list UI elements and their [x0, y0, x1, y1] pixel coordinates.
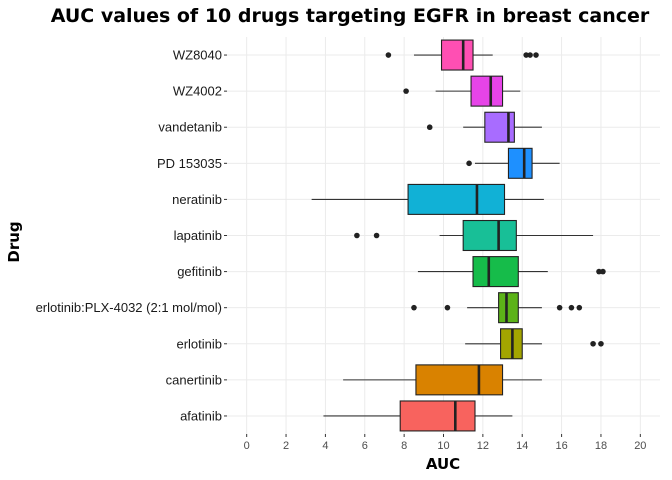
- x-tick-label: 14: [516, 440, 528, 452]
- box-neratinib: [311, 183, 544, 215]
- x-tick-label: 20: [634, 440, 646, 452]
- y-tick-label: neratinib: [172, 192, 222, 207]
- outlier-point: [426, 124, 433, 131]
- x-tick-label: 0: [244, 440, 250, 452]
- x-axis-title: AUC: [426, 455, 460, 473]
- y-tick-label: erlotinib:PLX-4032 (2:1 mol/mol): [36, 300, 222, 315]
- box-iqr: [415, 364, 504, 396]
- x-tick-label: 16: [555, 440, 567, 452]
- outlier-point: [411, 304, 417, 311]
- x-tick-label: 18: [595, 440, 607, 452]
- x-tick-label: 4: [322, 440, 328, 452]
- y-tick-label: WZ8040: [173, 48, 222, 63]
- x-tick-label: 8: [401, 440, 407, 452]
- outlier-point: [590, 340, 596, 347]
- outlier-point: [596, 268, 602, 275]
- outlier-point: [385, 52, 392, 58]
- outlier-point: [354, 232, 360, 239]
- box-afatinib: [323, 400, 513, 432]
- box-iqr: [470, 75, 504, 107]
- y-axis-title: Drug: [5, 221, 23, 262]
- box-iqr: [407, 183, 506, 215]
- outlier-point: [556, 304, 563, 311]
- y-tick-label: vandetanib: [158, 120, 222, 135]
- outlier-point: [568, 304, 575, 311]
- x-axis-ticks: 0 2 4 6 8 10 12 14 16 18 20: [244, 434, 646, 452]
- outlier-point: [523, 52, 529, 58]
- box-iqr: [399, 400, 476, 432]
- box-lapatinib: [354, 219, 594, 252]
- box-vandetanib: [426, 111, 542, 143]
- y-tick-label: afatinib: [180, 408, 222, 423]
- box-iqr: [472, 256, 519, 288]
- outlier-point: [598, 340, 604, 347]
- box-layer: [311, 39, 606, 432]
- box-iqr: [440, 39, 474, 71]
- box-iqr: [462, 219, 517, 252]
- box-pd-153035: [466, 147, 560, 179]
- outlier-point: [444, 304, 451, 311]
- y-tick-label: erlotinib: [176, 336, 222, 351]
- box-iqr: [484, 111, 515, 143]
- box-iqr: [498, 292, 519, 324]
- box-erlotinib: [465, 328, 604, 360]
- x-tick-label: 2: [283, 440, 289, 452]
- outlier-point: [403, 88, 409, 94]
- y-tick-label: lapatinib: [174, 228, 222, 243]
- outlier-point: [576, 304, 583, 311]
- y-tick-label: WZ4002: [173, 84, 222, 99]
- outlier-point: [533, 52, 539, 58]
- box-wz4002: [403, 75, 521, 107]
- y-axis-labels: WZ8040 WZ4002 vandetanib PD 153035 neratinib…: [36, 48, 227, 423]
- y-tick-label: PD 153035: [157, 156, 222, 171]
- box-wz8040: [385, 39, 539, 71]
- outlier-point: [600, 268, 606, 275]
- box-erlotinib-plx-4032-2-1-mol-mol-: [411, 292, 583, 324]
- outlier-point: [373, 232, 380, 239]
- box-iqr: [507, 147, 533, 179]
- outlier-point: [527, 52, 533, 58]
- outlier-point: [466, 160, 472, 167]
- box-canertinib: [343, 364, 542, 396]
- box-gefitinib: [417, 256, 606, 288]
- x-tick-label: 6: [362, 440, 368, 452]
- y-tick-label: gefitinib: [177, 264, 222, 279]
- y-tick-label: canertinib: [166, 372, 222, 387]
- x-tick-label: 10: [437, 440, 449, 452]
- chart-title: AUC values of 10 drugs targeting EGFR in…: [51, 5, 650, 27]
- x-tick-label: 12: [477, 440, 489, 452]
